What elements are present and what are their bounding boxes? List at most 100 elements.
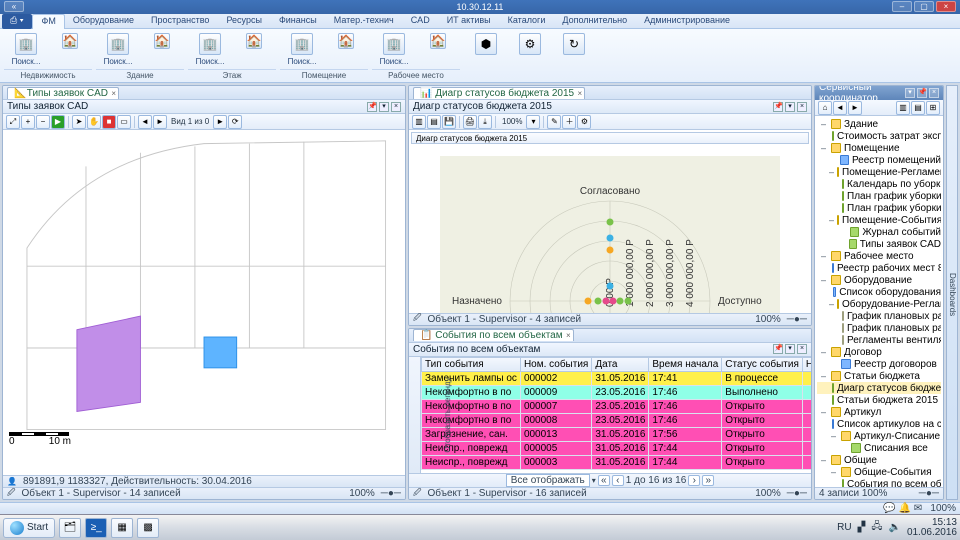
pager-next[interactable]: › <box>688 475 700 486</box>
events-col-4[interactable]: Статус события <box>722 357 803 371</box>
menu-tab-1[interactable]: Оборудование <box>65 14 143 29</box>
tree-node[interactable]: –Договор <box>817 346 941 358</box>
tree-node[interactable]: Реестр помещений <box>817 154 941 166</box>
ribbon-btn-2-b[interactable]: 🏠 <box>232 31 276 68</box>
events-pin-icon[interactable]: 📌 <box>773 344 783 354</box>
tree-node[interactable]: –Артикул-Списание <box>817 430 941 442</box>
min-button[interactable]: – <box>892 1 912 12</box>
ct-add[interactable]: ＋ <box>562 115 576 129</box>
tree-node[interactable]: –Общие <box>817 454 941 466</box>
tb-cursor[interactable]: ➤ <box>72 115 86 129</box>
tree-node[interactable]: Журнал событий <box>817 226 941 238</box>
tree-node[interactable]: События по всем объектам <box>817 478 941 487</box>
expand-icon[interactable]: – <box>819 347 828 357</box>
ribbon-btn-3[interactable]: 🏢Поиск... <box>280 31 324 68</box>
events-col-5[interactable]: Наименование <box>802 357 811 371</box>
ct-conf[interactable]: ⚙ <box>577 115 591 129</box>
chart-tab[interactable]: 📊 Диагр статусов бюджета 2015 × <box>413 87 585 99</box>
pager-last[interactable]: » <box>702 475 714 486</box>
dock-collapsed[interactable]: Dashboards <box>946 85 958 500</box>
tb-select[interactable]: ▭ <box>117 115 131 129</box>
ribbon-btn-0[interactable]: 🏢Поиск... <box>4 31 48 68</box>
table-row[interactable]: Неиспр., поврежд00000331.05.201617:44Отк… <box>422 455 812 469</box>
ribbon-refresh-button[interactable]: ↻ <box>552 31 596 57</box>
expand-icon[interactable]: – <box>819 455 828 465</box>
ribbon-btn-1-b[interactable]: 🏠 <box>140 31 184 68</box>
tree-node[interactable]: –Общие-События <box>817 466 941 478</box>
task-app1[interactable]: ▦ <box>111 518 133 538</box>
tree-node[interactable]: –Здание <box>817 118 941 130</box>
cad-canvas[interactable]: 0 10 m <box>3 130 405 475</box>
expand-icon[interactable]: – <box>819 143 828 153</box>
ribbon-gear-button[interactable]: ⚙ <box>508 31 552 57</box>
pager-first[interactable]: « <box>598 475 610 486</box>
tree-node[interactable]: Стоимость затрат экспл. <box>817 130 941 142</box>
menu-tab-4[interactable]: Финансы <box>271 14 326 29</box>
events-col-1[interactable]: Ном. события <box>520 357 591 371</box>
tray-vol-icon[interactable]: 🔈 <box>888 522 900 533</box>
chart-menu-icon[interactable]: ▾ <box>785 102 795 112</box>
nav-back-button[interactable]: « <box>4 1 24 12</box>
table-row[interactable]: Некомфортно в по00000823.05.201617:46Отк… <box>422 413 812 427</box>
tree-node[interactable]: График плановых работ <box>817 310 941 322</box>
tree-node[interactable]: Реестр рабочих мест 8 этажа <box>817 262 941 274</box>
expand-icon[interactable]: – <box>829 431 838 441</box>
tb-hand[interactable]: ✋ <box>87 115 101 129</box>
tray-lang[interactable]: RU <box>837 522 851 533</box>
tree-node[interactable]: –Помещение <box>817 142 941 154</box>
tree-node[interactable]: План график уборки помещений <box>817 202 941 214</box>
expand-icon[interactable]: – <box>819 119 828 129</box>
side-menu-icon[interactable]: ▾ <box>905 88 915 98</box>
cad-tab[interactable]: 📐 Типы заявок CAD × <box>7 87 119 99</box>
pager-prev[interactable]: ‹ <box>612 475 624 486</box>
tray-net-icon[interactable]: 🖧 <box>871 519 882 536</box>
events-side-toggle[interactable]: Отобразить легенду <box>409 357 421 473</box>
expand-icon[interactable]: – <box>819 371 828 381</box>
tree-node[interactable]: Типы заявок CAD <box>817 238 941 250</box>
tree-node[interactable]: График плановых работ (печать) <box>817 322 941 334</box>
events-zoom-slider[interactable]: ─●─ <box>787 488 807 499</box>
ribbon-btn-1[interactable]: 🏢Поиск... <box>96 31 140 68</box>
side-close-icon[interactable]: × <box>929 88 939 98</box>
tree-node[interactable]: –Оборудование-Регламенты <box>817 298 941 310</box>
ct-export[interactable]: ⤓ <box>478 115 492 129</box>
task-app2[interactable]: ▩ <box>137 518 159 538</box>
tb-refresh[interactable]: ⟳ <box>228 115 242 129</box>
ct-zoom-dd[interactable]: ▾ <box>526 115 540 129</box>
menu-tab-2[interactable]: Пространство <box>143 14 218 29</box>
events-tab[interactable]: 📋 События по всем объектам × <box>413 329 574 341</box>
st-c[interactable]: ⊞ <box>926 101 940 115</box>
cad-menu-icon[interactable]: ▾ <box>379 102 389 112</box>
tb-stop[interactable]: ■ <box>102 115 116 129</box>
menu-tab-10[interactable]: Администрирование <box>636 14 739 29</box>
table-row[interactable]: Некомфортно в по00000923.05.201617:46Вып… <box>422 385 812 399</box>
expand-icon[interactable]: – <box>819 275 828 285</box>
tb-play[interactable]: ▶ <box>51 115 65 129</box>
st-home[interactable]: ⌂ <box>818 101 832 115</box>
ct-save[interactable]: 💾 <box>442 115 456 129</box>
app-menu-button[interactable]: ⎙ ▾ <box>2 14 32 29</box>
menu-tab-7[interactable]: ИТ активы <box>439 14 500 29</box>
expand-icon[interactable]: – <box>829 215 834 225</box>
events-col-3[interactable]: Время начала <box>649 357 722 371</box>
expand-icon[interactable]: – <box>829 467 838 477</box>
ribbon-btn-0-b[interactable]: 🏠 <box>48 31 92 68</box>
events-col-0[interactable]: Тип события <box>422 357 521 371</box>
cad-close-icon[interactable]: × <box>391 102 401 112</box>
menu-tab-0[interactable]: ФМ <box>32 14 64 29</box>
side-pin-icon[interactable]: 📌 <box>917 88 927 98</box>
max-button[interactable]: ▢ <box>914 1 934 12</box>
events-tab-close-icon[interactable]: × <box>566 331 571 340</box>
task-explorer[interactable]: 🗂 <box>59 518 81 538</box>
tray-flag-icon[interactable]: ▞ <box>858 522 866 533</box>
expand-icon[interactable]: – <box>819 407 828 417</box>
ct-new[interactable]: ▥ <box>412 115 426 129</box>
tb-zoom-extents[interactable]: ⤢ <box>6 115 20 129</box>
tb-zoom-out[interactable]: − <box>36 115 50 129</box>
ct-open[interactable]: ▤ <box>427 115 441 129</box>
table-row[interactable]: Неиспр., поврежд00000531.05.201617:44Отк… <box>422 441 812 455</box>
ct-print[interactable]: 🖨 <box>463 115 477 129</box>
cad-tab-close-icon[interactable]: × <box>111 89 116 98</box>
tray-clock[interactable]: 15:13 01.06.2016 <box>907 518 957 538</box>
side-zoom-slider[interactable]: ─●─ <box>919 488 939 499</box>
